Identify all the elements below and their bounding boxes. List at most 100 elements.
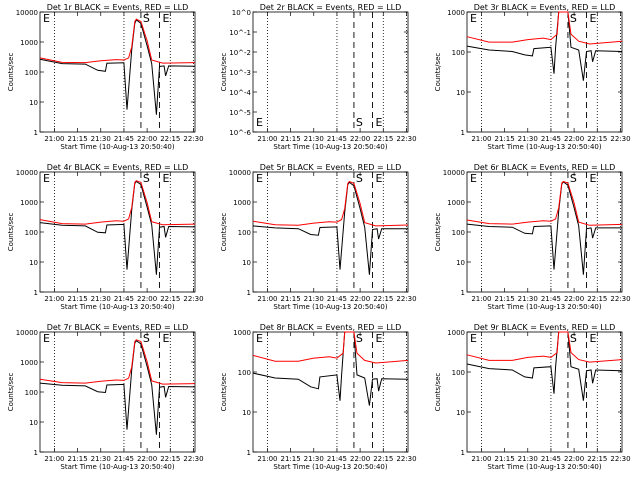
y-tick-label: 1000 [20,359,38,367]
x-tick-label: 22:00 [137,135,157,143]
x-tick-label: 22:30 [183,455,203,463]
y-tick-label: 1000 [20,199,38,207]
x-tick-label: 21:45 [327,135,347,143]
x-axis-label: Start Time (10-Aug-13 20:50:40) [487,463,601,471]
x-axis-label: Start Time (10-Aug-13 20:50:40) [60,463,174,471]
y-tick-label: 1 [461,129,465,137]
panel-title: Det 6r BLACK = Events, RED = LLD [474,163,616,172]
corner-marker-label: E [470,332,477,345]
x-tick-label: 22:15 [373,295,393,303]
y-axis-label: Counts/sec [220,53,228,92]
end-marker-label: E [375,332,382,345]
x-tick-label: 22:30 [396,135,416,143]
lld-series-line [252,331,409,364]
x-tick-label: 22:15 [373,455,393,463]
y-tick-label: 100 [452,49,465,57]
plot-frame [252,331,409,453]
end-marker-label: E [162,12,169,25]
x-tick-label: 21:15 [280,295,300,303]
end-marker-label: E [162,332,169,345]
panel-title: Det 2r BLACK = Events, RED = LLD [260,3,402,12]
panel-7: Det 7r BLACK = Events, RED = LLD 1 10 100 10… [7,323,204,471]
x-tick-label: 22:30 [396,295,416,303]
x-tick-label: 21:30 [304,135,324,143]
y-tick-label: 10^0 [232,9,251,17]
corner-marker-label: E [43,332,50,345]
x-tick-label: 21:30 [91,135,111,143]
end-marker-label: E [375,172,382,185]
y-tick-label: 1 [34,289,38,297]
x-tick-label: 21:45 [114,455,134,463]
panel-title: Det 1r BLACK = Events, RED = LLD [47,3,189,12]
x-tick-label: 22:15 [587,455,607,463]
y-tick-label: 1 [461,449,465,457]
y-tick-label: 10^-6 [229,129,251,137]
x-tick-label: 21:00 [44,295,64,303]
plot-frame [252,11,409,133]
x-tick-label: 21:00 [471,455,491,463]
y-tick-label: 10000 [229,169,251,177]
x-tick-label: 22:30 [183,295,203,303]
x-tick-label: 22:15 [160,135,180,143]
x-axis-label: Start Time (10-Aug-13 20:50:40) [487,303,601,311]
y-tick-label: 10 [242,409,251,417]
y-tick-label: 1000 [233,199,251,207]
corner-marker-label: E [470,12,477,25]
x-tick-label: 21:00 [257,135,277,143]
x-tick-label: 21:30 [518,295,538,303]
lld-series-line [466,331,623,363]
x-tick-label: 21:45 [327,455,347,463]
panel-8: Det 8r BLACK = Events, RED = LLD 1 10 100 10… [220,323,417,471]
x-tick-label: 22:15 [587,135,607,143]
plot-frame [466,11,623,133]
plot-frame [39,11,196,133]
events-series-line [39,180,196,275]
events-series-line [39,19,196,115]
x-tick-label: 21:00 [257,295,277,303]
x-tick-label: 21:30 [91,295,111,303]
lld-series-line [252,180,409,227]
y-tick-label: 1 [247,449,251,457]
start-marker-label: S [570,332,577,345]
start-marker-label: S [570,172,577,185]
x-tick-label: 22:30 [610,455,630,463]
x-tick-label: 21:15 [494,135,514,143]
y-axis-label: Counts/sec [220,373,228,412]
x-tick-label: 21:30 [518,135,538,143]
x-tick-label: 22:00 [137,455,157,463]
x-tick-label: 21:15 [280,455,300,463]
corner-marker-label: E [256,332,263,345]
panel-title: Det 3r BLACK = Events, RED = LLD [474,3,616,12]
y-tick-label: 1000 [447,329,465,337]
x-tick-label: 21:15 [67,455,87,463]
panel-title: Det 8r BLACK = Events, RED = LLD [260,323,402,332]
x-tick-label: 21:45 [541,455,561,463]
x-tick-label: 22:00 [564,295,584,303]
events-series-line [252,331,409,406]
panel-3: Det 3r BLACK = Events, RED = LLD 1 10 100 10… [434,3,631,151]
x-tick-label: 21:45 [327,295,347,303]
events-series-line [466,331,623,401]
panel-1: Det 1r BLACK = Events, RED = LLD 1 10 100 10… [7,3,204,151]
panel-title: Det 5r BLACK = Events, RED = LLD [260,163,402,172]
x-tick-label: 22:00 [564,135,584,143]
lld-series-line [466,11,623,45]
plot-frame [252,171,409,293]
y-axis-label: Counts/sec [7,373,15,412]
lld-series-line [39,18,196,64]
y-tick-label: 1000 [20,39,38,47]
y-tick-label: 10^-1 [229,29,251,37]
y-tick-label: 10^-3 [229,69,251,77]
events-series-line [466,11,623,81]
end-marker-label: E [375,116,382,129]
panel-title: Det 7r BLACK = Events, RED = LLD [47,323,189,332]
x-tick-label: 21:45 [541,295,561,303]
y-tick-label: 10^-4 [229,89,251,97]
y-tick-label: 10 [29,99,38,107]
end-marker-label: E [589,172,596,185]
x-tick-label: 21:45 [114,135,134,143]
start-marker-label: S [570,12,577,25]
x-axis-label: Start Time (10-Aug-13 20:50:40) [273,463,387,471]
events-series-line [39,339,196,435]
x-tick-label: 22:00 [564,455,584,463]
